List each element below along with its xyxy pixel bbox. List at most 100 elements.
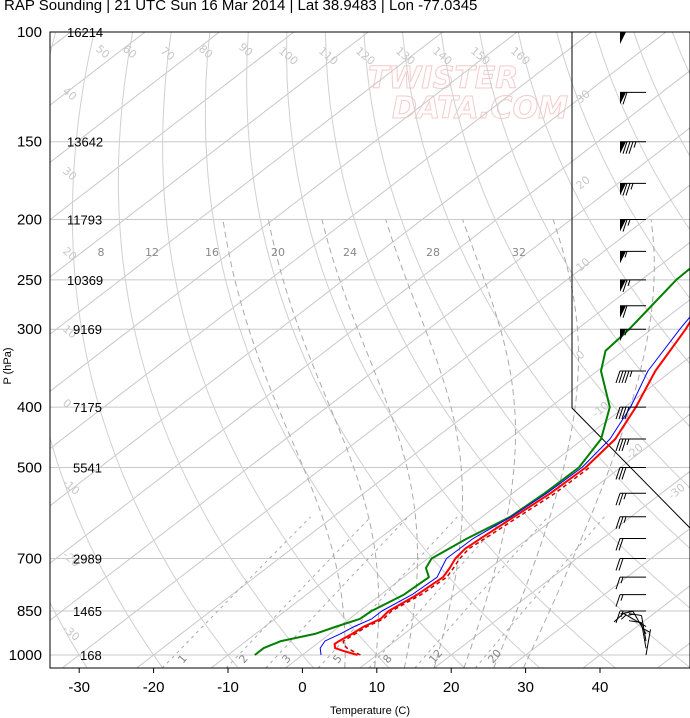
- isotherm: [285, 654, 303, 668]
- plot-frame: [49, 31, 690, 669]
- barb-flag: [615, 493, 621, 506]
- isotherm-label: 70: [158, 44, 177, 63]
- watermark-line2: DATA.COM: [392, 91, 568, 126]
- mixing-ratio-line: [265, 516, 409, 668]
- isotherm: [50, 32, 146, 106]
- isotherm-edge-label: -30: [666, 481, 688, 503]
- grid-labels: 50 60 70 80 90 100 110 120 130 140 150 160403020100…: [60, 40, 688, 666]
- barb-flag: [621, 438, 627, 452]
- theta-label: 0: [60, 396, 74, 410]
- barb-flag: [618, 493, 624, 506]
- moist-adiabat: [493, 219, 579, 668]
- dewpoint-line: [254, 267, 690, 656]
- isotherm: [302, 356, 690, 656]
- wind-barb: [628, 613, 647, 642]
- isotherm: [210, 654, 229, 668]
- mixing-ratio-line: [317, 516, 458, 668]
- barb-flag: [622, 141, 628, 154]
- dry-adiabat: [117, 32, 315, 668]
- wind-barb: [620, 91, 646, 105]
- wind-barb: [620, 219, 646, 232]
- x-tick-label: -20: [143, 679, 165, 696]
- barb-flag: [622, 219, 628, 232]
- wind-barb: [628, 620, 647, 649]
- barb-flag: [618, 370, 624, 384]
- wind-barb: [615, 492, 646, 506]
- moist-adiabat-label: 24: [343, 246, 357, 259]
- isotherm: [153, 241, 690, 656]
- barb-flag: [613, 613, 624, 623]
- x-tick-label: 0: [298, 679, 306, 696]
- barb-half-flag: [620, 594, 624, 601]
- y-tick-label: 700: [17, 550, 42, 567]
- wind-barb: [620, 31, 646, 44]
- barb-half-flag: [627, 279, 631, 287]
- dry-adiabat: [633, 32, 690, 158]
- isotherm: [50, 32, 593, 450]
- height-label: 168: [80, 648, 102, 663]
- mixing-ratio-label: 5: [330, 652, 344, 666]
- height-label: 9169: [73, 322, 102, 337]
- isotherm-edge-label: 0: [574, 348, 588, 362]
- y-tick-label: 500: [17, 459, 42, 476]
- barb-flag: [625, 141, 631, 154]
- y-tick-label: 100: [17, 24, 42, 41]
- height-label: 11793: [67, 213, 102, 228]
- barb-flag: [615, 610, 621, 624]
- barb-half-flag: [627, 219, 631, 226]
- barb-pennant: [620, 251, 626, 264]
- barb-flag: [615, 438, 621, 452]
- mixing-ratio-label: 1: [175, 652, 189, 666]
- moist-adiabat-label: 20: [271, 246, 285, 259]
- barb-pennant: [620, 305, 626, 318]
- barb-flag: [624, 370, 630, 384]
- mixing-ratio-label: 8: [380, 652, 394, 666]
- barb-flag: [622, 305, 628, 318]
- isotherm-edge-label: 10: [574, 255, 593, 274]
- wind-barb: [615, 438, 646, 452]
- wind-barb: [615, 576, 646, 590]
- isotherm: [50, 32, 667, 507]
- mixing-ratio-line: [474, 516, 605, 668]
- wind-barb: [615, 537, 646, 551]
- barb-half-flag: [624, 329, 628, 336]
- isotherm: [50, 32, 370, 278]
- isotherm-label: 100: [276, 44, 300, 67]
- barb-flag: [628, 613, 642, 617]
- theta-label: -30: [60, 622, 82, 644]
- barb-flag: [624, 406, 630, 420]
- y-tick-label: 200: [17, 212, 42, 229]
- x-axis-label: Temperature (C): [330, 705, 410, 717]
- isotherm: [450, 470, 690, 656]
- isotherm-label: 110: [316, 44, 340, 67]
- barb-flag: [628, 620, 642, 624]
- barb-half-flag: [623, 516, 627, 523]
- barb-half-flag: [620, 577, 624, 584]
- x-tick-label: -10: [217, 679, 239, 696]
- barb-half-flag: [633, 141, 637, 148]
- barb-flag: [618, 516, 624, 529]
- isotherm: [657, 654, 675, 668]
- wind-barbs: [613, 31, 652, 656]
- isotherm: [359, 654, 378, 668]
- moist-adiabat-label: 8: [98, 246, 105, 259]
- temperature-line: [333, 320, 690, 656]
- x-tick-label: 30: [517, 679, 534, 696]
- wind-barb: [615, 516, 646, 529]
- barb-staff: [640, 615, 647, 642]
- wind-barb: [620, 328, 646, 342]
- dry-adiabat: [479, 32, 690, 428]
- barb-half-flag: [630, 183, 634, 190]
- wind-barb: [620, 141, 646, 154]
- barb-flag: [618, 406, 624, 420]
- mixing-ratio-line: [414, 516, 549, 668]
- isotherm: [525, 527, 690, 656]
- wind-barb: [615, 557, 646, 571]
- barb-flag: [615, 538, 621, 551]
- isotherm-label: 80: [196, 42, 215, 61]
- barb-flag: [615, 370, 621, 384]
- chart-title: RAP Sounding | 21 UTC Sun 16 Mar 2014 | …: [4, 0, 478, 14]
- barb-frame-line: [571, 32, 690, 529]
- moist-adiabat: [522, 219, 655, 668]
